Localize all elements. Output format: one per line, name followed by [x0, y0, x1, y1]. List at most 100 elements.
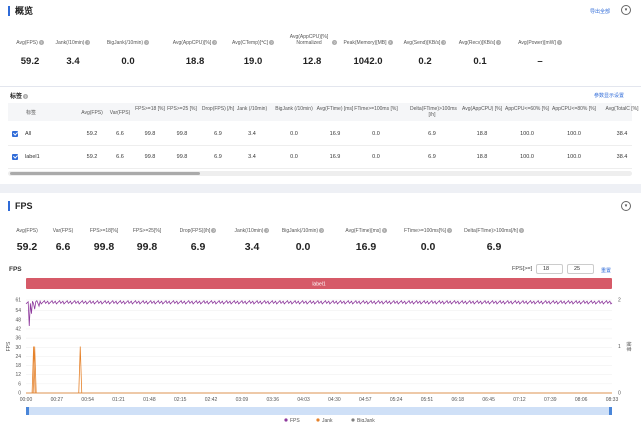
zoom-handle-right: [609, 407, 612, 415]
fps-metric-label: Var(FPS): [28, 228, 98, 234]
legend-label: FPS: [290, 418, 300, 422]
chart-title: FPS: [9, 266, 22, 273]
fps-metric-label-text: FPS>=18[%]: [89, 228, 119, 234]
fps-metric-label-text: FPS>=25[%]: [132, 228, 162, 234]
table-header-cell: Avg(AppCPU) [%]: [462, 106, 502, 112]
label-band-text: label1: [312, 282, 326, 288]
overview-metric-value: –: [537, 56, 543, 67]
overview-metric-value: 1042.0: [353, 56, 383, 67]
overview-metric-label: Avg(Send)[KB/s]?: [395, 40, 455, 46]
table-cell: 6.9: [428, 131, 436, 137]
row-checkbox[interactable]: [12, 131, 18, 137]
table-cell: 99.8: [144, 154, 156, 160]
label-band: [26, 278, 612, 289]
reset-button[interactable]: 重置: [601, 268, 612, 274]
overview-metric-label-text: BigJank(/10min): [106, 40, 144, 46]
overview-metric-label: Avg(Recv)[KB/s]?: [450, 40, 510, 46]
table-cell: 3.4: [248, 154, 256, 160]
table-cell: 99.8: [176, 131, 188, 137]
table-cell: label1: [25, 154, 40, 160]
collapse-fps-icon[interactable]: ▾: [621, 201, 631, 211]
table-cell: 100.0: [567, 131, 581, 137]
threshold-input-1[interactable]: 18: [536, 264, 563, 274]
table-cell: 6.6: [116, 154, 124, 160]
table-cell: 6.9: [214, 154, 222, 160]
help-icon: ?: [85, 40, 91, 46]
x-tick-label: 07:39: [544, 397, 557, 403]
fps-metric-label-text: Jank(/10min): [234, 228, 264, 234]
table-header: [8, 103, 632, 121]
help-icon: ?: [269, 40, 275, 46]
overview-metric-value: 59.2: [20, 56, 40, 67]
help-icon: ?: [212, 40, 218, 46]
y-right-tick-label: 2: [618, 298, 621, 304]
fps-metric-label: FPS>=18[%]: [69, 228, 139, 234]
x-tick-label: 05:51: [421, 397, 434, 403]
overview-metric-value: 18.8: [185, 56, 205, 67]
fps-metric-value: 6.9: [190, 241, 206, 253]
threshold-input-2[interactable]: 25: [567, 264, 594, 274]
overview-metric-label-text: Avg(CTemp)[℃]: [231, 40, 269, 46]
display-settings-link[interactable]: 参数显示设置: [594, 93, 625, 99]
fps-metric-value: 0.0: [295, 241, 311, 253]
table-row[interactable]: [8, 124, 632, 146]
scrollbar-thumb[interactable]: [10, 172, 200, 175]
fps-metric-label: Avg(FTime)[ms]?: [331, 228, 401, 234]
legend-label: BigJank: [357, 418, 375, 422]
fps-metric-label-text: Avg(FTime)[ms]: [345, 228, 381, 234]
overview-metric-label: Avg(AppCPU)[%] Normalized?: [282, 34, 342, 46]
x-tick-label: 06:18: [452, 397, 465, 403]
x-tick-label: 04:30: [328, 397, 341, 403]
fps-metric-label-text: FTime>=100ms[%]: [403, 228, 447, 234]
help-icon: ?: [441, 40, 447, 46]
overview-metric-label-text: Avg(Send)[KB/s]: [403, 40, 441, 46]
fps-metric-label: Avg(FPS): [0, 228, 62, 234]
overview-metric-label-text: Avg(Power)[mW]: [518, 40, 556, 46]
y-tick-label: 6: [18, 381, 21, 387]
horizontal-scrollbar[interactable]: [8, 171, 632, 176]
help-icon: ?: [332, 40, 337, 46]
x-tick-label: 00:54: [81, 397, 94, 403]
table-cell: 6.9: [214, 131, 222, 137]
table-cell: 6.9: [428, 154, 436, 160]
table-cell: 99.8: [176, 154, 188, 160]
x-tick-label: 02:15: [174, 397, 187, 403]
table-cell: 18.8: [476, 154, 488, 160]
x-tick-label: 05:24: [390, 397, 403, 403]
table-cell: 59.2: [86, 131, 98, 137]
fps-series-line: [25, 299, 613, 326]
tags-title-text: 标签: [10, 94, 23, 100]
table-cell: 6.6: [116, 131, 124, 137]
table-header-cell: Delta(FTime)>100ms [/h]: [410, 106, 457, 118]
table-cell: 38.4: [616, 131, 628, 137]
zoom-handle-left: [26, 407, 29, 415]
overview-metric-label: Peak(Memory)[MB]?: [338, 40, 398, 46]
help-icon: ?: [387, 40, 393, 46]
fps-metric-value: 6.9: [486, 241, 502, 253]
y-tick-label: 18: [15, 363, 21, 369]
table-cell: 16.9: [329, 154, 341, 160]
overview-metric-value: 12.8: [302, 56, 322, 67]
table-cell: All: [25, 131, 32, 137]
help-icon: ?: [264, 228, 270, 234]
table-header-cell: Drop(FPS) [/h]: [201, 106, 235, 112]
table-header-cell: Avg(FTime) [ms]: [316, 106, 354, 112]
table-cell: 99.8: [144, 131, 156, 137]
jank-spike: [32, 346, 37, 394]
table-header-cell: Jank (/10min): [236, 106, 268, 112]
table-cell: 0.0: [290, 131, 298, 137]
table-cell: 0.0: [372, 154, 380, 160]
table-row[interactable]: [8, 147, 632, 169]
y-axis-label: FPS: [6, 341, 12, 351]
collapse-overview-icon[interactable]: ▾: [621, 5, 631, 15]
table-cell: 100.0: [520, 131, 534, 137]
x-tick-label: 08:33: [606, 397, 619, 403]
legend-marker: [284, 418, 288, 422]
export-all-link[interactable]: 导出全部: [590, 9, 611, 15]
row-checkbox[interactable]: [12, 154, 18, 160]
fps-section-title: FPS: [8, 201, 33, 211]
overview-metric-label-text: Avg(AppCPU)[%]: [172, 40, 212, 46]
fps-metric-label: FPS>=25[%]: [112, 228, 182, 234]
tags-card: 标签? 参数显示设置 标签 Avg(FPS) Var(FPS) FPS>=18 [%]…: [0, 86, 641, 184]
